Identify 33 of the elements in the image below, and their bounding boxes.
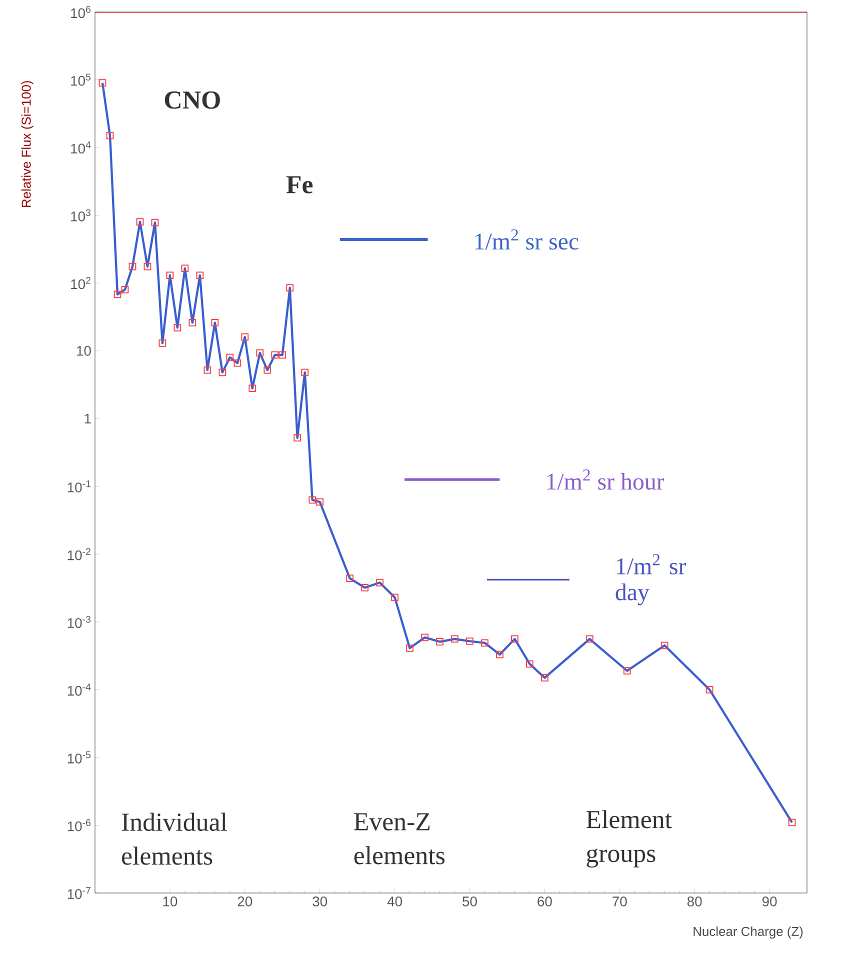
- y-tick-label: 1: [84, 414, 91, 424]
- y-tick-label: 10$^{-3}$: [68, 616, 91, 628]
- series-label: 1/m$^{2}$ sr day: [616, 554, 686, 606]
- annotation: Even-Z elements: [354, 813, 444, 864]
- x-tick-label: 20: [238, 896, 252, 906]
- y-tick-label: 10$^{2}$: [71, 277, 90, 290]
- annotation: Individual elements: [122, 812, 227, 865]
- annotation: CNO: [164, 91, 220, 109]
- y-tick-label: 10$^{-4}$: [68, 684, 91, 696]
- x-tick-label: 10: [163, 896, 178, 906]
- series-label: 1/m$^{2}$ sr hour: [547, 469, 664, 490]
- y-tick-label: 10$^{6}$: [71, 6, 91, 18]
- x-tick-label: 90: [762, 896, 777, 906]
- y-tick-label: 10$^{5}$: [71, 74, 91, 86]
- x-tick-label: 40: [387, 896, 402, 906]
- y-tick-label: 10: [77, 346, 91, 356]
- y-tick-label: 10$^{3}$: [71, 209, 91, 222]
- series-label: 1/m$^{2}$ sr sec: [475, 229, 578, 250]
- y-tick-label: 10$^{4}$: [71, 142, 91, 154]
- x-tick-label: 50: [462, 896, 477, 906]
- x-axis-title: Nuclear Charge (Z): [694, 926, 803, 939]
- y-tick-label: 10$^{-2}$: [68, 548, 90, 560]
- annotation: Fe: [286, 176, 313, 194]
- y-tick-label: 10$^{-1}$: [68, 480, 91, 492]
- annotation: Element groups: [586, 810, 672, 868]
- x-tick-label: 30: [312, 896, 328, 906]
- x-tick-label: 70: [612, 896, 627, 906]
- x-tick-label: 60: [538, 896, 552, 906]
- y-axis-title: Relative Flux (Si=100): [21, 81, 34, 207]
- x-tick-label: 80: [687, 896, 702, 906]
- y-tick-label: 10$^{-7}$: [68, 886, 90, 900]
- y-tick-label: 10$^{-5}$: [68, 751, 91, 764]
- y-tick-label: 10$^{-6}$: [68, 819, 91, 832]
